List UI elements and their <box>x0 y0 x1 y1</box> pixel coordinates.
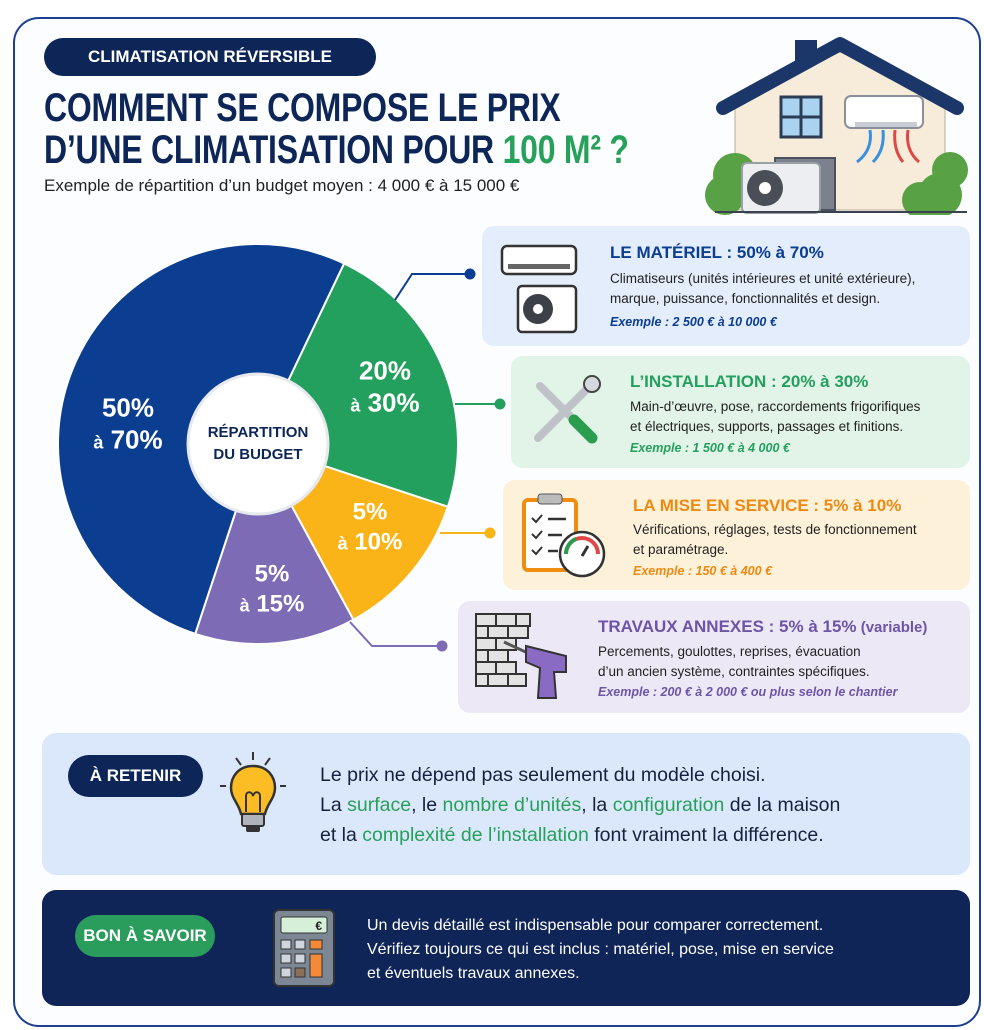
slice-label-high: 30% <box>367 387 420 418</box>
card-example: Exemple : 200 € à 2 000 € ou plus selon … <box>598 685 898 699</box>
calculator-display: € <box>315 919 322 933</box>
slice-label-travaux: 5% à 15% <box>240 560 305 621</box>
card-title: LA MISE EN SERVICE : 5% à 10% <box>633 496 902 515</box>
donut-hole <box>186 372 330 516</box>
card-description: Climatiseurs (unités intérieures et unit… <box>610 269 915 309</box>
card-example: Exemple : 150 € à 400 € <box>633 564 772 578</box>
card-title: L’INSTALLATION : 20% à 30% <box>630 372 869 391</box>
text-segment: , le <box>411 794 443 816</box>
highlighted-text: nombre d’unités <box>442 794 582 816</box>
slice-label-connector: à <box>350 395 361 416</box>
text-segment: La <box>320 794 348 816</box>
card-line: marque, puissance, fonctionnalités et de… <box>610 291 881 306</box>
card-line: et électriques, supports, passages et fi… <box>630 419 904 434</box>
card-installation <box>511 356 970 468</box>
card-title: TRAVAUX ANNEXES : 5% à 15% (variable) <box>598 617 927 637</box>
text-segment: , la <box>581 794 613 816</box>
card-description: Vérifications, réglages, tests de foncti… <box>633 520 917 560</box>
card-line: Percements, goulottes, reprises, évacuat… <box>598 644 861 659</box>
text-segment: font vraiment la différence. <box>588 824 824 846</box>
slice-label-connector: à <box>239 595 250 616</box>
connector-dot-2 <box>484 527 496 539</box>
center-label-line1: RÉPARTITION <box>207 424 309 441</box>
page-title-line1: COMMENT SE COMPOSE LE PRIX <box>44 86 561 130</box>
card-line: Main-d’œuvre, pose, raccordements frigor… <box>630 399 921 414</box>
card-line: d’un ancien système, contraintes spécifi… <box>598 664 870 679</box>
slice-label-connector: à <box>337 533 348 554</box>
connector-dot-3 <box>436 640 448 652</box>
retenir-line1: Le prix ne dépend pas seulement du modèl… <box>320 764 766 786</box>
slice-label-low: 20% <box>358 355 412 386</box>
connector-dot-0 <box>464 268 476 280</box>
highlighted-text: complexité de l’installation <box>362 824 589 846</box>
text-segment: et la <box>320 824 363 846</box>
connector-dot-1 <box>494 398 506 410</box>
slice-label-low: 50% <box>101 392 155 423</box>
calculator-icon: € <box>273 909 335 987</box>
slice-label-low: 5% <box>352 498 388 526</box>
card-line: et paramétrage. <box>633 542 729 557</box>
slice-label-high: 70% <box>110 424 163 455</box>
title-prefix: D’UNE CLIMATISATION POUR <box>44 128 503 172</box>
text-segment: de la maison <box>724 794 841 816</box>
card-example: Exemple : 1 500 € à 4 000 € <box>630 441 790 455</box>
page-title-line2: D’UNE CLIMATISATION POUR 100 M² ? <box>44 128 629 172</box>
air-conditioner-units-icon <box>500 244 578 334</box>
card-line: Vérifications, réglages, tests de foncti… <box>633 522 917 537</box>
retenir-line2: La surface, le nombre d’unités, la confi… <box>320 790 840 820</box>
card-title-text: TRAVAUX ANNEXES : 5% à 15% <box>598 617 857 636</box>
bon-a-savoir-text: Un devis détaillé est indispensable pour… <box>367 914 834 986</box>
center-label-line2: DU BUDGET <box>213 446 303 463</box>
wrench-screwdriver-icon <box>534 375 601 444</box>
bon-line1: Un devis détaillé est indispensable pour… <box>367 917 824 934</box>
card-title: LE MATÉRIEL : 50% à 70% <box>610 243 824 262</box>
slice-label-installation: 20% à 30% <box>350 355 419 422</box>
connector-line-3 <box>349 621 442 647</box>
highlighted-text: configuration <box>612 794 725 816</box>
connector-line-0 <box>394 273 470 301</box>
bon-line2: Vérifiez toujours ce qui est inclus : ma… <box>367 941 834 958</box>
slice-label-high: 15% <box>256 590 305 618</box>
bon-a-savoir-badge: BON À SAVOIR <box>75 915 215 957</box>
card-description: Percements, goulottes, reprises, évacuat… <box>598 642 870 682</box>
retenir-box <box>42 733 970 875</box>
category-badge: CLIMATISATION RÉVERSIBLE <box>44 38 376 76</box>
slice-label-mise-en-service: 5% à 10% <box>338 498 403 559</box>
checklist-gauge-icon <box>522 493 606 578</box>
pie-center-label: RÉPARTITION DU BUDGET <box>208 422 309 466</box>
highlighted-text: surface <box>347 794 412 816</box>
slice-label-high: 10% <box>354 528 403 556</box>
brick-wall-drill-icon <box>475 613 567 699</box>
slice-label-low: 5% <box>254 560 290 588</box>
title-highlight: 100 M² ? <box>502 128 629 172</box>
house-with-air-conditioner-icon <box>705 37 968 215</box>
card-title-suffix: (variable) <box>856 619 928 636</box>
slice-label-materiel: 50% à 70% <box>93 392 162 459</box>
retenir-line3: et la complexité de l’installation font … <box>320 820 840 850</box>
retenir-text: Le prix ne dépend pas seulement du modèl… <box>320 760 840 850</box>
bon-line3: et éventuels travaux annexes. <box>367 965 580 982</box>
pie-slice-3 <box>193 441 355 645</box>
slice-label-connector: à <box>93 432 104 453</box>
retenir-badge: À RETENIR <box>68 755 203 797</box>
card-description: Main-d’œuvre, pose, raccordements frigor… <box>630 397 920 437</box>
page-subtitle: Exemple de répartition d’un budget moyen… <box>44 176 520 195</box>
card-line: Climatiseurs (unités intérieures et unit… <box>610 271 916 286</box>
card-example: Exemple : 2 500 € à 10 000 € <box>610 315 777 329</box>
lightbulb-icon <box>220 752 286 832</box>
